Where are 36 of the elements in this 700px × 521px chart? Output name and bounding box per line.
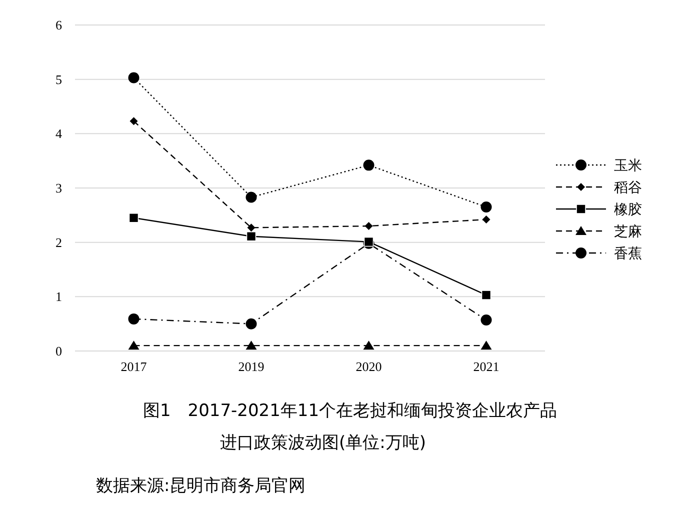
point [128,72,140,84]
legend-label: 芝麻 [614,224,642,240]
x-tick-label: 2020 [356,359,382,374]
y-tick-label: 6 [56,18,62,33]
point [128,212,139,223]
point [246,340,257,350]
point [246,318,257,330]
point [482,216,490,224]
x-tick-label: 2017 [120,359,148,374]
x-tick-label: 2019 [238,359,264,374]
source-note: 数据来源:昆明市商务局官网 [96,476,306,496]
point [246,192,257,203]
legend-label: 玉米 [614,158,642,174]
point [130,117,138,126]
point [363,340,374,350]
point [128,340,140,350]
legend-label: 香蕉 [614,246,642,262]
point [480,202,492,213]
x-tick-label: 2021 [473,359,500,374]
point [246,231,256,242]
point [363,160,374,171]
y-tick-label: 3 [56,180,62,196]
point [481,290,492,300]
y-tick-label: 5 [56,72,62,87]
point [480,340,492,350]
y-tick-label: 1 [56,289,62,304]
legend-label: 稻谷 [614,180,642,196]
point [247,224,256,232]
y-tick-label: 0 [56,344,62,359]
point [364,222,373,230]
y-tick-label: 2 [56,234,62,250]
point [480,314,492,326]
text: 图1 2017-2021年11个在老挝和缅甸投资企业农产品进口政策波动图(单位:万吨) [142,401,558,453]
point [128,313,140,324]
legend-label: 橡胶 [614,202,642,218]
y-tick-label: 4 [56,126,62,142]
